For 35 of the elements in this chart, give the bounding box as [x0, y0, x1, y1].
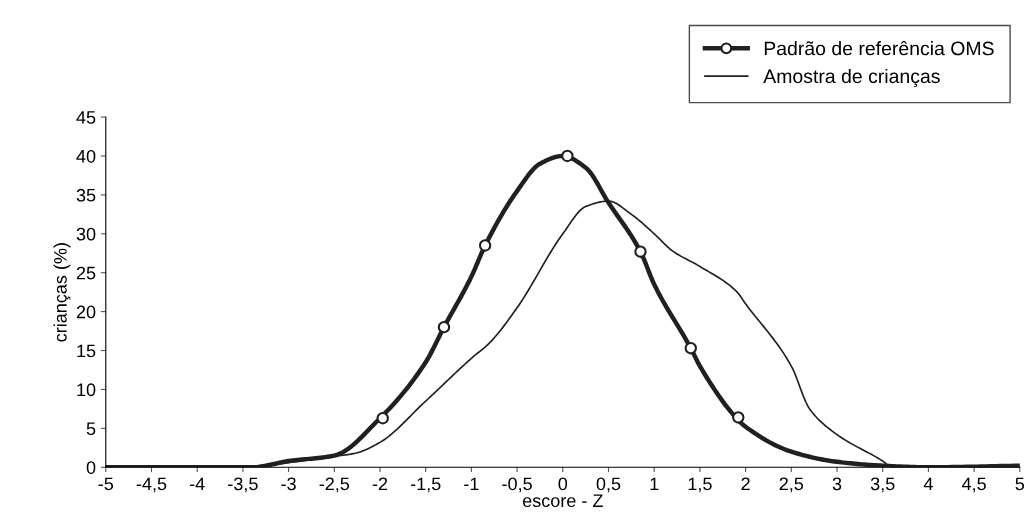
y-tick-label: 35 [76, 188, 96, 202]
y-tick-label: 5 [86, 422, 96, 436]
x-tick-label: -0,5 [502, 477, 532, 493]
x-tick-label: -4,5 [136, 477, 167, 493]
x-tick-label: -1 [464, 477, 479, 491]
x-tick-label: -2 [372, 477, 388, 491]
y-tick-label: 25 [76, 266, 96, 280]
x-tick-label: -3,5 [228, 477, 258, 493]
y-tick-label: 45 [76, 111, 96, 124]
x-tick-label: 1,5 [688, 477, 712, 493]
legend-label: Amostra de crianças [763, 68, 940, 88]
x-tick-label: 4,5 [961, 477, 986, 493]
y-tick-label: 30 [76, 227, 96, 241]
x-tick-label: 0,5 [596, 477, 621, 493]
y-axis-title: crianças (%) [53, 243, 71, 342]
x-tick-label: 1 [650, 477, 659, 491]
x-tick-label: 3 [832, 477, 842, 491]
x-axis-title: escore - Z [522, 494, 603, 508]
x-tick-label: -3 [281, 477, 296, 491]
x-tick-label: 4 [923, 477, 933, 491]
x-tick-label: 2,5 [779, 477, 804, 493]
y-tick-label: 20 [76, 305, 96, 319]
y-tick-label: 10 [77, 383, 96, 397]
x-tick-label: -5 [98, 477, 114, 491]
y-tick-label: 15 [77, 344, 96, 358]
x-tick-label: 2 [741, 477, 750, 491]
x-tick-label: 0 [558, 477, 568, 491]
y-tick-label: 40 [76, 149, 96, 163]
x-tick-label: 5 [1015, 477, 1025, 491]
x-tick-label: -2,5 [319, 477, 350, 493]
x-tick-label: -4 [189, 477, 205, 491]
y-tick-label: 0 [86, 461, 96, 474]
x-tick-label: -1,5 [410, 477, 441, 493]
legend-label: Padrão de referência OMS [764, 40, 994, 56]
x-tick-label: 3,5 [870, 477, 895, 493]
